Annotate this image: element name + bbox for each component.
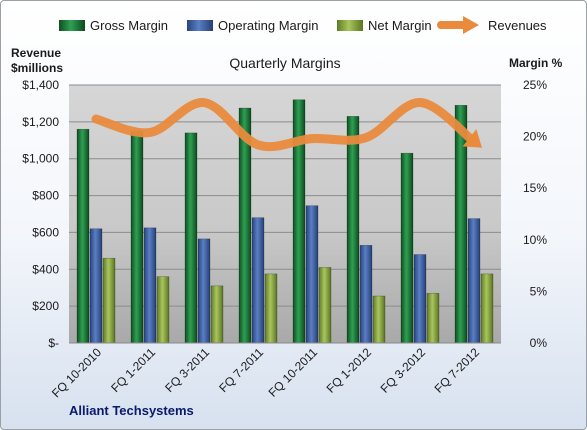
legend-label-revenues: Revenues	[488, 18, 547, 33]
right-tick-label: 20%	[523, 130, 547, 144]
x-tick-label: FQ 1-2011	[108, 345, 158, 395]
net-margin-bar	[372, 295, 386, 344]
left-axis-ticks: $- $200 $400 $600 $800 $1,000 $1,200 $1,400	[22, 78, 59, 350]
x-tick-label: FQ 10-2011	[266, 345, 321, 400]
left-axis-title-line2: $millions	[11, 61, 63, 75]
net-margin-bar	[210, 285, 224, 344]
legend-arrowhead-revenues	[463, 16, 479, 34]
legend-item-net-margin: Net Margin	[337, 18, 432, 33]
x-axis-ticks: FQ 10-2010 FQ 1-2011 FQ 3-2011 FQ 7-2011 FQ …	[49, 345, 482, 400]
net-margin-bar	[102, 257, 116, 344]
operating-margin-bar	[251, 217, 265, 344]
operating-margin-bar	[359, 245, 373, 344]
net-margin-bar	[426, 292, 440, 344]
right-tick-label: 0%	[530, 336, 548, 350]
company-name: Alliant Techsystems	[69, 403, 194, 418]
legend-item-operating-margin: Operating Margin	[187, 18, 318, 33]
gross-margin-bar	[454, 104, 468, 344]
x-tick-label: FQ 7-2011	[216, 345, 266, 395]
x-tick-label: FQ 1-2012	[324, 345, 375, 396]
revenues-arrowhead	[462, 129, 482, 148]
operating-margin-bar	[197, 238, 211, 344]
x-tick-label: FQ 3-2012	[378, 345, 429, 396]
net-margin-bar	[480, 273, 494, 344]
operating-margin-bar	[467, 218, 481, 344]
operating-margin-bar	[89, 228, 103, 344]
operating-margin-bar	[305, 205, 319, 344]
left-tick-label: $600	[32, 225, 59, 239]
legend-swatch-operating-margin	[187, 20, 213, 31]
left-axis-title-line1: Revenue	[11, 46, 61, 60]
x-tick-label: FQ 10-2010	[49, 345, 104, 400]
gross-margin-bar	[346, 116, 360, 344]
gross-margin-bar	[184, 132, 198, 344]
chart-title: Quarterly Margins	[229, 55, 340, 71]
net-margin-bar	[264, 273, 278, 344]
net-margin-bar	[156, 276, 170, 344]
x-tick-label: FQ 3-2011	[162, 345, 212, 395]
left-tick-label: $1,400	[22, 78, 59, 92]
right-axis-ticks: 0% 5% 10% 15% 20% 25%	[523, 78, 547, 350]
right-axis-title: Margin %	[509, 56, 563, 70]
right-tick-label: 25%	[523, 78, 547, 92]
left-tick-label: $1,200	[22, 115, 59, 129]
legend: Gross Margin Operating Margin Net Margin…	[59, 16, 547, 34]
bar-series	[76, 99, 494, 344]
right-tick-label: 15%	[523, 181, 547, 195]
net-margin-bar	[318, 267, 332, 344]
operating-margin-bar	[143, 227, 157, 344]
legend-swatch-gross-margin	[59, 20, 85, 31]
left-tick-label: $400	[32, 262, 59, 276]
legend-label-net-margin: Net Margin	[368, 18, 432, 33]
operating-margin-bar	[413, 254, 427, 344]
legend-item-gross-margin: Gross Margin	[59, 18, 168, 33]
legend-item-revenues: Revenues	[437, 16, 547, 34]
legend-swatch-net-margin	[337, 20, 363, 31]
gross-margin-bar	[130, 130, 144, 344]
left-tick-label: $-	[48, 336, 59, 350]
right-tick-label: 5%	[530, 284, 548, 298]
legend-label-operating-margin: Operating Margin	[218, 18, 318, 33]
gross-margin-bar	[400, 152, 414, 344]
gross-margin-bar	[76, 128, 90, 344]
left-tick-label: $800	[32, 189, 59, 203]
right-tick-label: 10%	[523, 233, 547, 247]
left-tick-label: $1,000	[22, 152, 59, 166]
legend-label-gross-margin: Gross Margin	[90, 18, 168, 33]
x-tick-label: FQ 7-2012	[432, 345, 483, 396]
revenues-line	[91, 98, 479, 152]
left-tick-label: $200	[32, 299, 59, 313]
revenues-line-series	[91, 98, 482, 152]
